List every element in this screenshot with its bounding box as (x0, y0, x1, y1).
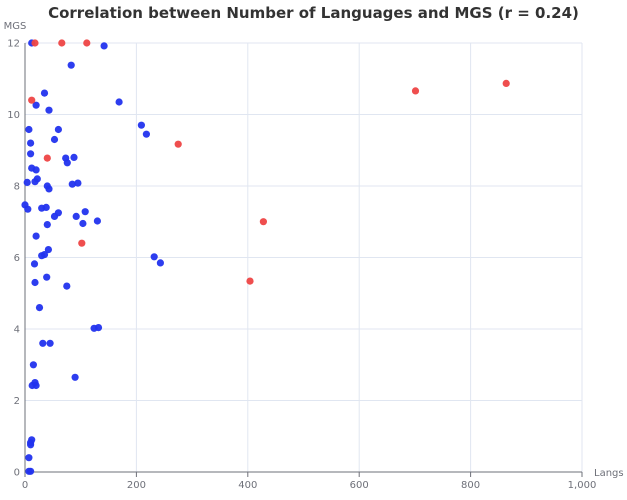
axis-layer: 0 2 4 6 8 10 12 0 200 400 600 800 1,000 (7, 39, 596, 492)
blue-data-point[interactable] (27, 150, 35, 158)
blue-data-point[interactable] (35, 304, 44, 312)
y-tick-label: 8 (14, 182, 20, 193)
y-tick-label: 4 (14, 325, 20, 336)
blue-data-point[interactable] (32, 381, 40, 390)
blue-data-point[interactable] (43, 273, 51, 281)
blue-data-point[interactable] (63, 282, 71, 290)
blue-data-point[interactable] (32, 232, 40, 240)
blue-data-point[interactable] (43, 221, 51, 229)
y-tick-label: 2 (14, 396, 20, 407)
blue-data-point[interactable] (31, 178, 39, 186)
blue-data-point[interactable] (81, 208, 89, 216)
y-tick-label: 10 (7, 110, 20, 121)
blue-data-point[interactable] (30, 260, 39, 268)
blue-data-point[interactable] (32, 101, 40, 109)
blue-data-point[interactable] (25, 125, 33, 134)
grid-layer (25, 42, 583, 472)
blue-data-point[interactable] (150, 253, 158, 261)
blue-data-point[interactable] (40, 89, 49, 97)
red-data-point[interactable] (83, 39, 91, 47)
x-tick-label: 200 (127, 480, 146, 491)
blue-data-point[interactable] (63, 159, 71, 167)
blue-data-point[interactable] (142, 130, 150, 138)
blue-data-point[interactable] (68, 180, 76, 188)
blue-data-point[interactable] (137, 121, 145, 129)
blue-data-point[interactable] (27, 467, 35, 475)
blue-data-point[interactable] (25, 454, 33, 462)
blue-data-point[interactable] (23, 178, 31, 186)
blue-data-point[interactable] (70, 153, 78, 161)
red-data-point[interactable] (411, 87, 420, 95)
red-data-point[interactable] (246, 277, 254, 285)
blue-data-point[interactable] (71, 373, 79, 381)
blue-data-point[interactable] (100, 42, 108, 50)
blue-data-point[interactable] (45, 185, 53, 193)
blue-data-point[interactable] (50, 135, 59, 144)
blue-data-point[interactable] (74, 179, 82, 187)
blue-data-point[interactable] (27, 441, 35, 449)
blue-data-point[interactable] (90, 324, 98, 332)
red-data-point[interactable] (259, 218, 267, 226)
blue-data-point[interactable] (67, 61, 75, 69)
red-data-point[interactable] (78, 239, 86, 247)
blue-data-point[interactable] (29, 361, 37, 369)
blue-data-point[interactable] (46, 339, 54, 347)
blue-data-point[interactable] (45, 106, 53, 114)
x-tick-label: 1,000 (568, 480, 597, 491)
x-tick-label: 0 (22, 480, 28, 491)
red-data-point[interactable] (28, 96, 36, 104)
blue-data-point[interactable] (42, 203, 50, 211)
red-data-point[interactable] (43, 154, 51, 162)
blue-data-point[interactable] (156, 259, 164, 267)
blue-data-point[interactable] (38, 252, 46, 260)
red-data-point[interactable] (502, 79, 510, 87)
y-axis-label: MGS (4, 21, 27, 32)
red-data-point[interactable] (174, 140, 182, 148)
y-tick-label: 0 (14, 468, 20, 479)
x-tick-label: 600 (350, 480, 369, 491)
blue-data-point[interactable] (27, 139, 35, 147)
blue-data-point[interactable] (54, 125, 63, 134)
red-data-point[interactable] (58, 39, 66, 47)
blue-data-point[interactable] (115, 98, 123, 106)
blue-data-point[interactable] (72, 212, 80, 220)
x-axis-label: Langs (594, 468, 624, 479)
point-layer (21, 39, 510, 475)
y-tick-label: 6 (14, 253, 20, 264)
blue-data-point[interactable] (24, 205, 32, 213)
blue-data-point[interactable] (79, 219, 87, 228)
y-tick-label: 12 (7, 39, 20, 50)
blue-data-point[interactable] (44, 246, 53, 254)
blue-data-point[interactable] (50, 212, 59, 220)
red-data-point[interactable] (31, 39, 39, 47)
blue-data-point[interactable] (31, 278, 39, 287)
x-tick-label: 400 (238, 480, 257, 491)
blue-data-point[interactable] (39, 339, 47, 347)
x-tick-label: 800 (461, 480, 480, 491)
blue-data-point[interactable] (93, 217, 101, 225)
blue-data-point[interactable] (32, 166, 40, 174)
chart-title: Correlation between Number of Languages … (48, 4, 579, 22)
